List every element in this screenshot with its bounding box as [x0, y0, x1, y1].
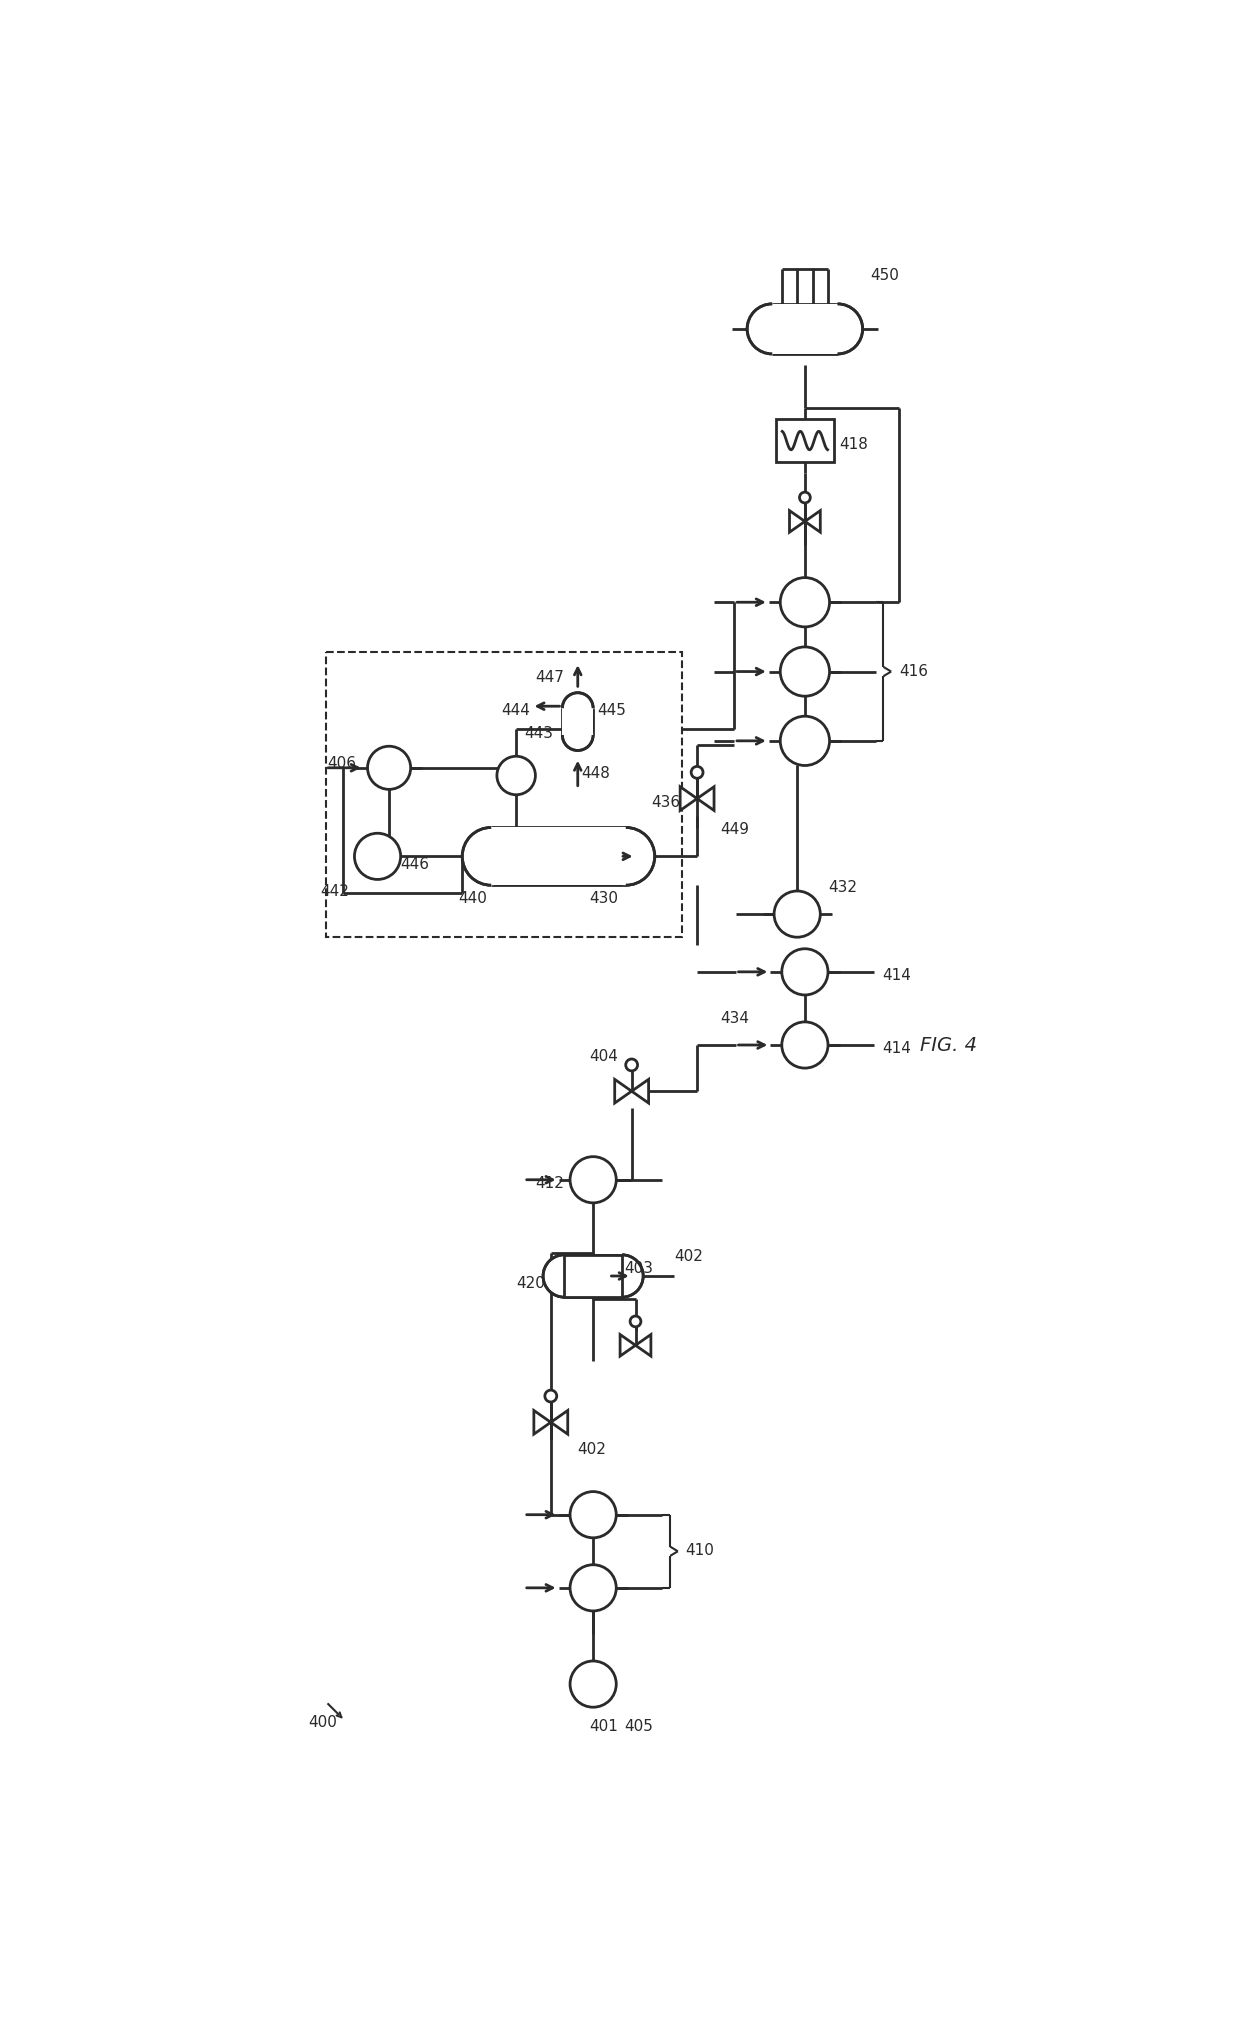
Text: 434: 434 — [720, 1011, 749, 1026]
Bar — [491, 828, 626, 885]
Circle shape — [800, 492, 810, 503]
Circle shape — [781, 948, 828, 995]
Text: 449: 449 — [720, 822, 749, 836]
Polygon shape — [697, 788, 714, 810]
Circle shape — [691, 767, 703, 777]
Bar — [776, 419, 833, 462]
Text: 402: 402 — [578, 1441, 606, 1457]
Ellipse shape — [601, 1256, 644, 1296]
Text: 403: 403 — [624, 1262, 653, 1276]
Polygon shape — [790, 511, 805, 533]
Text: 442: 442 — [320, 883, 348, 899]
Text: 412: 412 — [536, 1176, 564, 1190]
Text: 440: 440 — [459, 891, 487, 906]
Circle shape — [626, 1058, 637, 1070]
Polygon shape — [631, 1079, 649, 1103]
Circle shape — [355, 832, 401, 879]
Text: 416: 416 — [899, 663, 928, 680]
Ellipse shape — [748, 303, 797, 354]
Text: 418: 418 — [839, 438, 868, 452]
Polygon shape — [635, 1335, 651, 1355]
Ellipse shape — [812, 303, 863, 354]
Bar — [563, 708, 593, 735]
Text: FIG. 4: FIG. 4 — [920, 1036, 977, 1054]
Circle shape — [570, 1156, 616, 1203]
Circle shape — [780, 647, 830, 696]
Text: 444: 444 — [501, 702, 529, 718]
Polygon shape — [620, 1335, 635, 1355]
Polygon shape — [805, 511, 821, 533]
Text: 402: 402 — [675, 1249, 703, 1264]
Circle shape — [497, 757, 536, 796]
Circle shape — [570, 1492, 616, 1538]
Circle shape — [630, 1317, 641, 1327]
Text: 400: 400 — [309, 1716, 337, 1730]
Text: 445: 445 — [596, 702, 626, 718]
Bar — [564, 1256, 622, 1296]
Text: 450: 450 — [870, 267, 899, 283]
Circle shape — [780, 716, 830, 765]
Ellipse shape — [543, 1256, 585, 1296]
Text: 436: 436 — [651, 796, 680, 810]
Text: 446: 446 — [401, 857, 429, 871]
Ellipse shape — [596, 828, 655, 885]
Polygon shape — [615, 1079, 631, 1103]
Bar — [773, 303, 838, 354]
Text: 420: 420 — [516, 1276, 546, 1290]
Text: 447: 447 — [536, 670, 564, 686]
Bar — [326, 653, 682, 938]
Text: 414: 414 — [882, 969, 910, 983]
Ellipse shape — [563, 720, 593, 751]
Polygon shape — [534, 1410, 551, 1435]
Circle shape — [774, 891, 821, 938]
Circle shape — [781, 1022, 828, 1068]
Circle shape — [780, 578, 830, 627]
Text: 405: 405 — [624, 1720, 652, 1734]
Text: 443: 443 — [523, 726, 553, 741]
Text: 410: 410 — [686, 1543, 714, 1559]
Polygon shape — [681, 788, 697, 810]
Text: 404: 404 — [589, 1050, 619, 1064]
Circle shape — [544, 1390, 557, 1402]
Circle shape — [570, 1661, 616, 1707]
Circle shape — [570, 1565, 616, 1612]
Text: 401: 401 — [589, 1720, 619, 1734]
Circle shape — [367, 747, 410, 790]
Text: 430: 430 — [589, 891, 619, 906]
Bar — [564, 1256, 622, 1296]
Text: 414: 414 — [882, 1042, 910, 1056]
Ellipse shape — [563, 692, 593, 724]
Text: 432: 432 — [828, 879, 857, 895]
Text: 448: 448 — [582, 765, 610, 781]
Polygon shape — [551, 1410, 568, 1435]
Ellipse shape — [463, 828, 520, 885]
Text: 406: 406 — [327, 757, 357, 771]
